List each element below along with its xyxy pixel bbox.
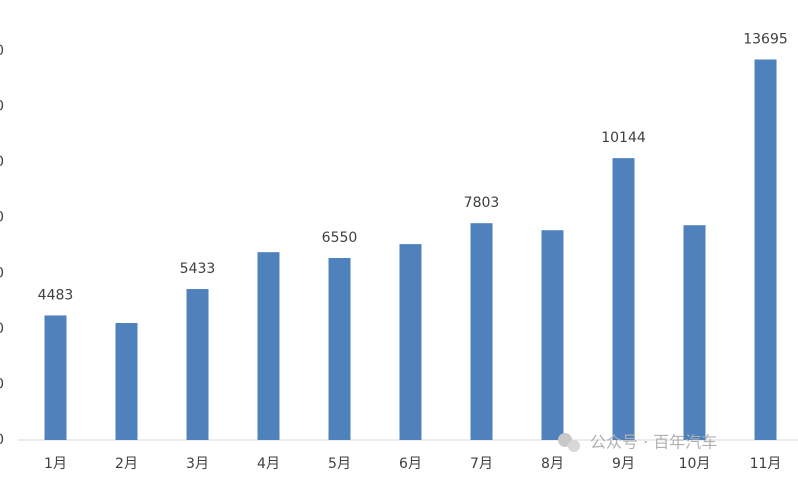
y-tick-label: 0 [0,432,4,448]
watermark: 公众号 · 百年汽车 [558,433,717,452]
bar [186,289,209,440]
bar [754,59,777,441]
data-label: 13695 [743,31,788,47]
watermark-text: 公众号 · 百年汽车 [590,433,717,452]
data-label: 6550 [322,230,358,246]
x-tick-label: 5月 [328,456,351,472]
bar [612,158,635,440]
x-tick-label: 7月 [470,456,493,472]
data-label: 5433 [180,261,216,277]
y-tick-label: 10000 [0,154,4,170]
y-tick-label: 8000 [0,210,4,226]
x-tick-label: 6月 [399,456,422,472]
y-tick-label: 14000 [0,43,4,59]
bar [541,230,564,440]
x-tick-label: 10月 [679,456,711,472]
x-tick-label: 11月 [750,456,782,472]
data-label: 7803 [464,195,500,211]
x-tick-label: 4月 [257,456,280,472]
bar [470,223,493,440]
x-tick-label: 3月 [186,456,209,472]
watermark-icon [568,440,580,452]
y-tick-label: 12000 [0,99,4,115]
x-tick-label: 9月 [612,456,635,472]
y-tick-label: 4000 [0,321,4,337]
y-tick-label: 2000 [0,376,4,392]
data-label: 10144 [601,130,646,146]
x-tick-label: 8月 [541,456,564,472]
x-tick-label: 2月 [115,456,138,472]
y-tick-label: 6000 [0,265,4,281]
bar [44,315,67,440]
watermark-icon [558,433,572,447]
bar [257,252,280,440]
data-label: 4483 [38,287,74,303]
x-tick-label: 1月 [44,456,67,472]
bar [328,258,351,440]
bar [399,244,422,440]
bar [115,323,138,440]
bar [683,225,706,440]
